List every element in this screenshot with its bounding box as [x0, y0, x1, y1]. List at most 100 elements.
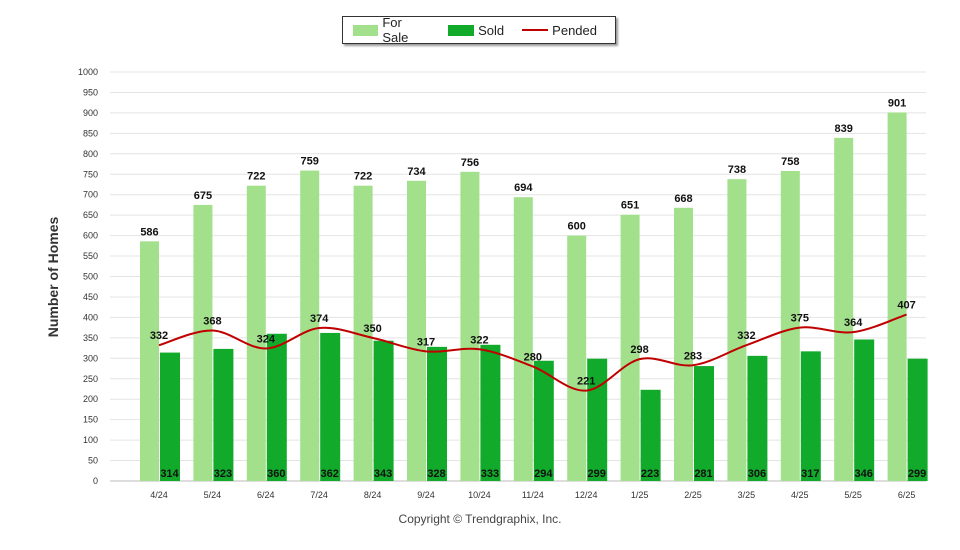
- y-tick-label: 0: [93, 476, 98, 486]
- legend-label-pended: Pended: [552, 22, 597, 38]
- bar-sold: [427, 346, 447, 481]
- data-label-for-sale: 758: [781, 156, 799, 168]
- x-tick-label: 7/24: [310, 490, 328, 500]
- x-tick-label: 6/25: [898, 490, 916, 500]
- bar-for-sale: [620, 214, 640, 481]
- y-tick-label: 50: [88, 456, 98, 466]
- y-tick-label: 1000: [78, 67, 98, 77]
- y-tick-label: 500: [83, 272, 98, 282]
- y-tick-label: 600: [83, 231, 98, 241]
- bar-for-sale: [727, 179, 747, 481]
- y-tick-label: 100: [83, 435, 98, 445]
- x-tick-label: 6/24: [257, 490, 275, 500]
- bar-for-sale: [246, 185, 266, 481]
- legend-swatch-for-sale: [353, 24, 379, 36]
- data-label-for-sale: 759: [301, 156, 319, 168]
- bar-sold: [800, 351, 821, 481]
- bar-sold: [640, 389, 661, 481]
- data-label-pended: 350: [363, 323, 381, 335]
- bar-for-sale: [407, 180, 426, 481]
- data-label-sold: 328: [427, 468, 445, 480]
- data-label-sold: 314: [160, 468, 179, 480]
- y-tick-label: 350: [83, 333, 98, 343]
- bar-sold: [320, 332, 341, 481]
- bar-for-sale: [193, 204, 213, 482]
- y-tick-label: 150: [83, 415, 98, 425]
- x-tick-label: 11/24: [522, 490, 544, 500]
- y-tick-label: 800: [83, 149, 98, 159]
- legend-swatch-pended: [522, 29, 549, 31]
- bar-for-sale: [140, 241, 159, 481]
- x-tick-label: 3/25: [738, 490, 756, 500]
- data-label-for-sale: 651: [621, 200, 639, 212]
- x-tick-label: 10/24: [468, 490, 491, 500]
- data-label-sold: 333: [481, 468, 499, 480]
- data-label-for-sale: 734: [407, 166, 426, 178]
- legend-item-for-sale: For Sale: [353, 15, 430, 45]
- bar-sold: [907, 358, 928, 481]
- data-label-pended: 407: [897, 300, 915, 312]
- y-tick-label: 650: [83, 210, 98, 220]
- data-label-pended: 317: [417, 336, 435, 348]
- line-pended: [158, 313, 907, 392]
- data-label-for-sale: 668: [674, 193, 692, 205]
- legend-swatch-sold: [448, 24, 475, 36]
- y-tick-label: 700: [83, 190, 98, 200]
- data-label-pended: 332: [737, 330, 755, 342]
- data-label-pended: 374: [310, 313, 329, 325]
- data-label-pended: 221: [577, 376, 595, 388]
- data-label-for-sale: 738: [728, 164, 746, 176]
- x-tick-label: 8/24: [364, 490, 382, 500]
- bar-for-sale: [674, 207, 693, 481]
- x-tick-label: 2/25: [684, 490, 702, 500]
- bar-sold: [480, 344, 501, 481]
- data-label-pended: 375: [791, 313, 809, 325]
- x-tick-label: 5/25: [844, 490, 862, 500]
- x-tick-label: 12/24: [575, 490, 598, 500]
- data-label-sold: 360: [267, 468, 285, 480]
- data-label-pended: 332: [150, 330, 168, 342]
- copyright-text: Copyright © Trendgraphix, Inc.: [398, 512, 562, 526]
- data-label-sold: 223: [641, 468, 659, 480]
- data-label-pended: 364: [844, 317, 863, 329]
- data-label-for-sale: 600: [568, 221, 586, 233]
- y-tick-label: 950: [83, 87, 98, 97]
- data-label-for-sale: 756: [461, 157, 479, 169]
- bar-sold: [160, 352, 180, 481]
- y-tick-label: 200: [83, 394, 98, 404]
- data-label-sold: 299: [908, 468, 926, 480]
- data-label-for-sale: 722: [247, 171, 265, 183]
- data-label-pended: 368: [203, 315, 221, 327]
- bar-sold: [533, 360, 554, 481]
- y-tick-label: 400: [83, 312, 98, 322]
- bar-for-sale: [567, 235, 587, 481]
- data-label-pended: 324: [257, 333, 276, 345]
- x-tick-label: 1/25: [631, 490, 649, 500]
- bar-for-sale: [834, 137, 854, 481]
- data-label-for-sale: 586: [140, 226, 158, 238]
- bar-sold: [373, 340, 394, 481]
- data-label-sold: 281: [694, 468, 712, 480]
- data-label-for-sale: 675: [194, 190, 212, 202]
- bar-for-sale: [353, 185, 373, 481]
- y-tick-label: 450: [83, 292, 98, 302]
- y-tick-label: 250: [83, 374, 98, 384]
- data-label-sold: 306: [748, 468, 766, 480]
- data-label-for-sale: 722: [354, 171, 372, 183]
- x-tick-label: 5/24: [204, 490, 222, 500]
- data-label-for-sale: 839: [835, 123, 853, 135]
- bar-sold: [747, 355, 768, 481]
- y-tick-label: 300: [83, 353, 98, 363]
- bar-for-sale: [300, 170, 320, 481]
- legend: For Sale Sold Pended: [342, 15, 616, 45]
- data-label-pended: 298: [630, 344, 648, 356]
- data-label-for-sale: 901: [888, 97, 906, 109]
- y-axis-title: Number of Homes: [45, 216, 61, 338]
- legend-item-sold: Sold: [448, 23, 504, 38]
- data-label-for-sale: 694: [514, 182, 533, 194]
- legend-label-for-sale: For Sale: [382, 15, 409, 45]
- y-tick-label: 750: [83, 169, 98, 179]
- y-tick-label: 900: [83, 108, 98, 118]
- data-label-sold: 323: [214, 468, 232, 480]
